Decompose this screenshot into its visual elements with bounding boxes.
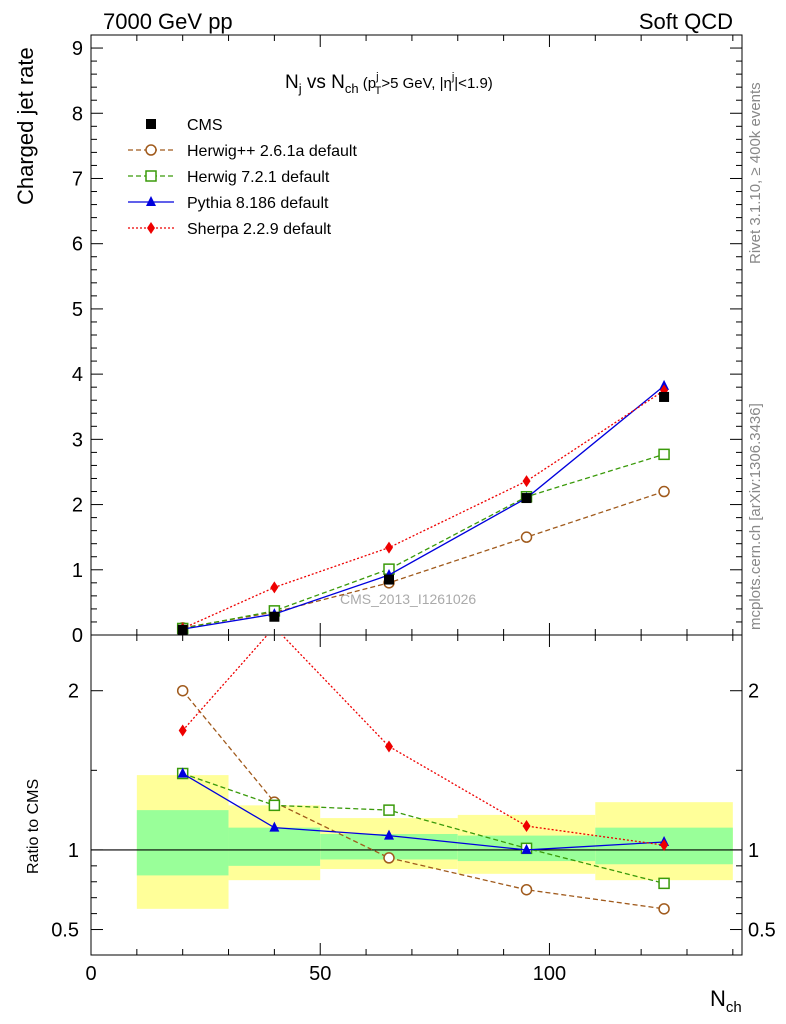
legend: CMS Herwig++ 2.6.1a default Herwig 7.2.1 d… (128, 117, 357, 238)
legend-marker (145, 144, 157, 156)
ratio-point-herwig-2-6-1a-default (383, 852, 395, 864)
x-axis: 0 50 100 (85, 35, 734, 985)
series-cms (177, 391, 670, 635)
point-sherpa-2-2-9-default (522, 475, 531, 488)
legend-entry-cms: CMS (146, 117, 223, 134)
point-cms (383, 574, 394, 585)
title-n: N (285, 72, 299, 93)
main-y-tick-label: 8 (72, 103, 83, 125)
series-line-herwig-7-2-1-default (182, 453, 665, 630)
series-herwig-2-6-1a-default (176, 485, 670, 634)
ratio-point-sherpa-2-2-9-default (178, 724, 187, 737)
legend-entry-pythia-8-186-default: Pythia 8.186 default (128, 195, 329, 212)
main-y-tick-label: 1 (72, 560, 83, 582)
point-sherpa-2-2-9-default (384, 541, 393, 554)
title-vs: vs N (302, 72, 345, 93)
legend-entry-herwig-7-2-1-default: Herwig 7.2.1 default (128, 169, 330, 186)
title-cut-close: |<1.9) (454, 75, 493, 92)
legend-label: CMS (187, 117, 223, 134)
ratio-y-axis: 0.5 0.5 1 1 2 2 (51, 681, 776, 942)
legend-marker (145, 170, 157, 182)
ratio-y-axis-label: Ratio to CMS (25, 779, 42, 874)
ratio-point-herwig-7-2-1-default (383, 804, 395, 816)
ratio-point-herwig-7-2-1-default (268, 799, 281, 812)
point-herwig-2-6-1a-default (658, 485, 670, 498)
process-label: Soft QCD (639, 9, 733, 34)
y-axis-label: Charged jet rate (13, 47, 38, 205)
x-axis-label-sub: ch (726, 999, 742, 1016)
ratio-point-herwig-2-6-1a-default (176, 684, 189, 697)
ratio-point-pythia-8-186-default (383, 829, 394, 840)
x-tick-label: 50 (309, 963, 331, 985)
point-cms (659, 391, 670, 402)
ratio-point-herwig-7-2-1-default (658, 877, 670, 890)
ratio-point-pythia-8-186-default (269, 821, 280, 832)
main-y-tick-label: 9 (72, 38, 83, 60)
title-sub-j: j (298, 81, 302, 96)
plot-title: Nj vs Nch (pj T>5 GeV, |ηj|<1.9) (285, 71, 493, 97)
x-tick-label: 100 (533, 963, 566, 985)
main-y-tick-label: 0 (72, 625, 83, 647)
ratio-y-tick-label: 0.5 (51, 920, 79, 942)
ratio-point-herwig-2-6-1a-default (520, 883, 533, 896)
ratio-point-herwig-2-6-1a-default (658, 903, 670, 915)
title-sub-t: T (375, 85, 382, 97)
stat-band-0 (136, 810, 229, 876)
mcplots-label: mcplots.cern.ch [arXiv:1306.3436] (747, 403, 764, 630)
ratio-point-pythia-8-186-default (521, 843, 532, 854)
point-sherpa-2-2-9-default (270, 581, 279, 594)
main-y-tick-label: 5 (72, 299, 83, 321)
x-tick-label: 0 (85, 963, 96, 985)
title-sup-j: j (375, 71, 378, 83)
stat-band-1 (228, 827, 321, 866)
title-sup-j2: j (451, 71, 454, 83)
point-cms (521, 493, 532, 504)
point-herwig-2-6-1a-default (520, 531, 533, 543)
legend-label: Herwig 7.2.1 default (187, 169, 330, 186)
ratio-point-pythia-8-186-default (177, 767, 188, 778)
main-y-tick-label: 3 (72, 429, 83, 451)
ratio-panel-frame (90, 634, 743, 956)
point-cms (177, 624, 188, 635)
ratio-point-sherpa-2-2-9-default (384, 740, 393, 753)
main-y-tick-label: 4 (72, 364, 83, 386)
ratio-y-tick-label: 2 (68, 681, 79, 703)
legend-entry-sherpa-2-2-9-default: Sherpa 2.2.9 default (128, 221, 332, 238)
ratio-y-tick-label: 1 (68, 840, 79, 862)
ratio-y-tick-label-right: 2 (748, 681, 759, 703)
main-y-tick-label: 6 (72, 234, 83, 256)
ratio-point-sherpa-2-2-9-default (660, 839, 669, 852)
energy-label: 7000 GeV pp (103, 9, 233, 34)
ratio-line-sherpa-2-2-9-default (182, 635, 665, 846)
main-y-axis: 0 1 2 3 4 5 6 7 8 9 (72, 38, 742, 647)
title-sub-ch: ch (345, 81, 359, 96)
series-line-herwig-2-6-1a-default (182, 490, 665, 629)
ratio-series-sherpa-2-2-9-default (178, 635, 669, 852)
point-herwig-7-2-1-default (658, 448, 670, 461)
title-cut-open: (p (359, 75, 377, 92)
main-y-tick-label: 7 (72, 168, 83, 190)
main-y-tick-label: 2 (72, 495, 83, 517)
point-cms (269, 611, 280, 622)
analysis-watermark: CMS_2013_I1261026 (340, 591, 476, 607)
legend-marker (146, 196, 156, 206)
ratio-y-tick-label-right: 1 (748, 840, 759, 862)
legend-entry-herwig-2-6-1a-default: Herwig++ 2.6.1a default (128, 143, 357, 160)
main-series-group (176, 379, 670, 635)
ratio-line-herwig-2-6-1a-default (182, 690, 665, 910)
ratio-series-group (176, 635, 670, 915)
legend-label: Pythia 8.186 default (187, 195, 329, 212)
legend-label: Herwig++ 2.6.1a default (187, 143, 357, 160)
legend-marker (147, 222, 155, 234)
legend-label: Sherpa 2.2.9 default (187, 221, 332, 238)
title-cut-mid: >5 GeV, |η (381, 75, 451, 92)
legend-marker-cms (146, 119, 156, 129)
rivet-label: Rivet 3.1.10, ≥ 400k events (747, 82, 764, 264)
x-axis-label: Nch (710, 986, 742, 1016)
ratio-y-tick-label-right: 0.5 (748, 920, 776, 942)
ratio-point-sherpa-2-2-9-default (522, 820, 531, 833)
x-axis-label-n: N (710, 986, 726, 1011)
